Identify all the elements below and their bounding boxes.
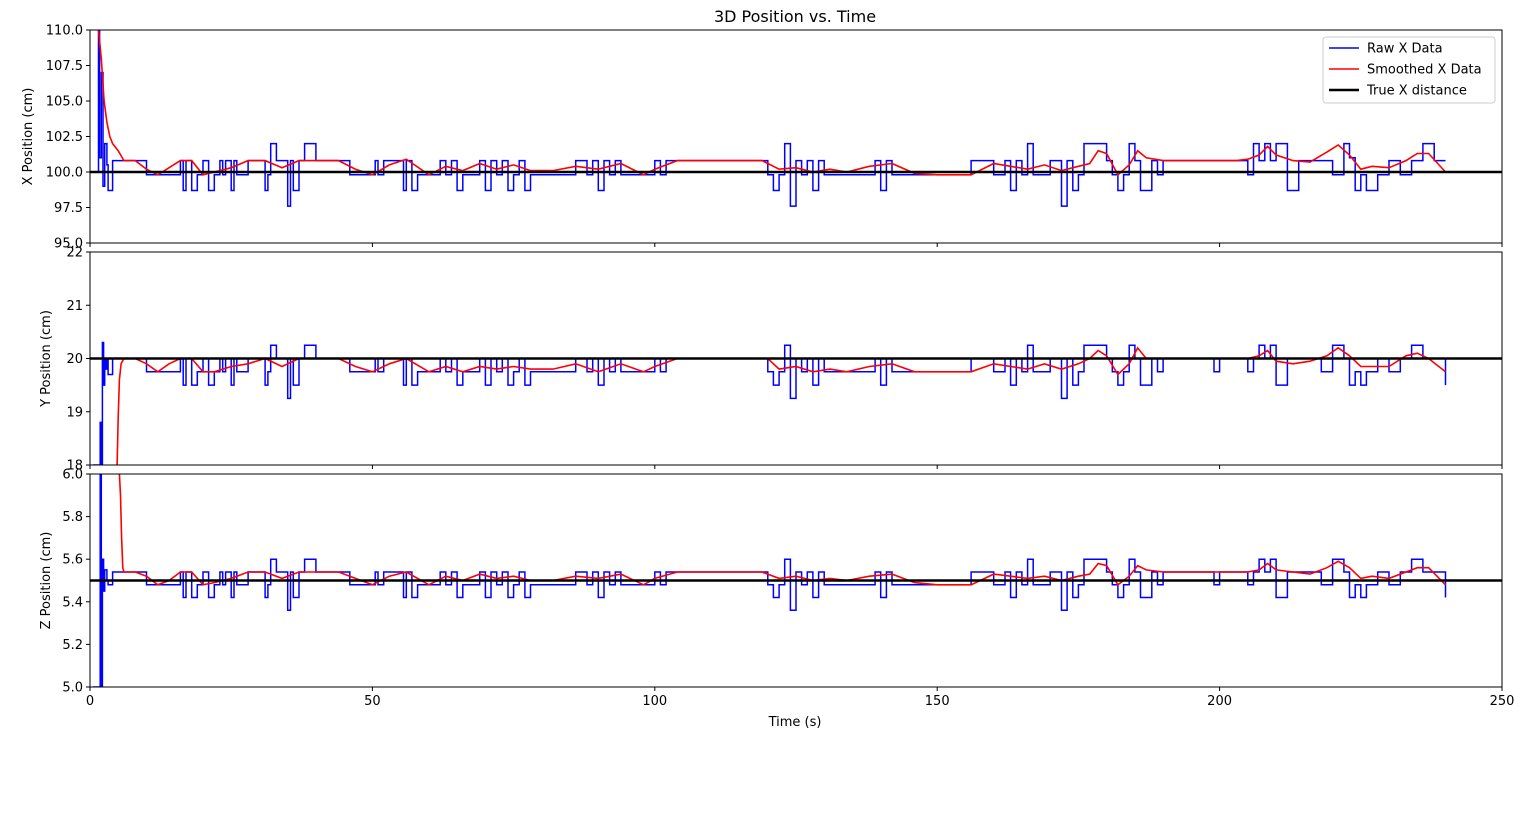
- y-tick-label: 95.0: [54, 237, 83, 252]
- plot-area: [90, 341, 1502, 465]
- y-tick-label: 21: [66, 299, 83, 314]
- smoothed-data-line: [118, 474, 1447, 586]
- panel-1: 95.0 97.5 100.0 102.5 105.0 107.5 110.0 X Posit…: [21, 24, 1503, 252]
- y-axis-label: Y Position (cm): [39, 310, 54, 408]
- x-tick-label: 200: [1207, 694, 1232, 709]
- x-tick-label: 0: [86, 694, 94, 709]
- y-tick-label: 5.0: [62, 681, 83, 696]
- legend-label: True X distance: [1366, 84, 1467, 99]
- y-tick-label: 19: [66, 405, 83, 420]
- x-tick-label: 250: [1490, 694, 1515, 709]
- y-axis-label: Z Position (cm): [39, 532, 54, 630]
- y-tick-label: 107.5: [46, 59, 83, 74]
- y-tick-label: 97.5: [54, 201, 83, 216]
- legend-label: Smoothed X Data: [1367, 63, 1482, 78]
- x-tick-label: 50: [364, 694, 381, 709]
- plot-area: [90, 474, 1502, 687]
- legend-box: [1322, 36, 1496, 104]
- y-tick-label: 110.0: [46, 24, 83, 39]
- x-tick-label: 150: [925, 694, 950, 709]
- x-axis-label: Time (s): [768, 715, 822, 730]
- plot-area: [90, 30, 1502, 207]
- y-tick-label: 5.8: [62, 510, 83, 525]
- y-tick-label: 6.0: [62, 468, 83, 483]
- y-tick-label: 22: [66, 246, 83, 261]
- y-tick-label: 20: [66, 352, 83, 367]
- y-axis-label: X Position (cm): [21, 88, 36, 186]
- y-tick-label: 105.0: [46, 95, 83, 110]
- panel-2: 18 19 20 21 22 Y Position (cm): [39, 246, 1503, 474]
- y-tick-label: 5.6: [62, 553, 83, 568]
- y-tick-label: 100.0: [46, 166, 83, 181]
- legend-label: Raw X Data: [1367, 42, 1443, 57]
- x-tick-label: 100: [642, 694, 667, 709]
- axes-frame: [89, 473, 1503, 688]
- y-tick-label: 5.4: [62, 595, 83, 610]
- chart-title: 3D Position vs. Time: [714, 7, 876, 26]
- y-tick-label: 18: [66, 459, 83, 474]
- raw-data-line: [92, 474, 1447, 687]
- panels-layer: 95.0 97.5 100.0 102.5 105.0 107.5 110.0 X Posit…: [21, 24, 1514, 710]
- smoothed-data-line: [116, 346, 1446, 465]
- y-tick-label: 102.5: [46, 130, 83, 145]
- smoothed-data-line: [97, 30, 1447, 177]
- legend: Raw X Data Smoothed X Data True X distance: [1322, 36, 1496, 104]
- y-tick-label: 5.2: [62, 638, 83, 653]
- panel-3: 5.0 5.2 5.4 5.6 5.8 6.0 0 50 100 150 200 250 Z Posit…: [39, 468, 1514, 710]
